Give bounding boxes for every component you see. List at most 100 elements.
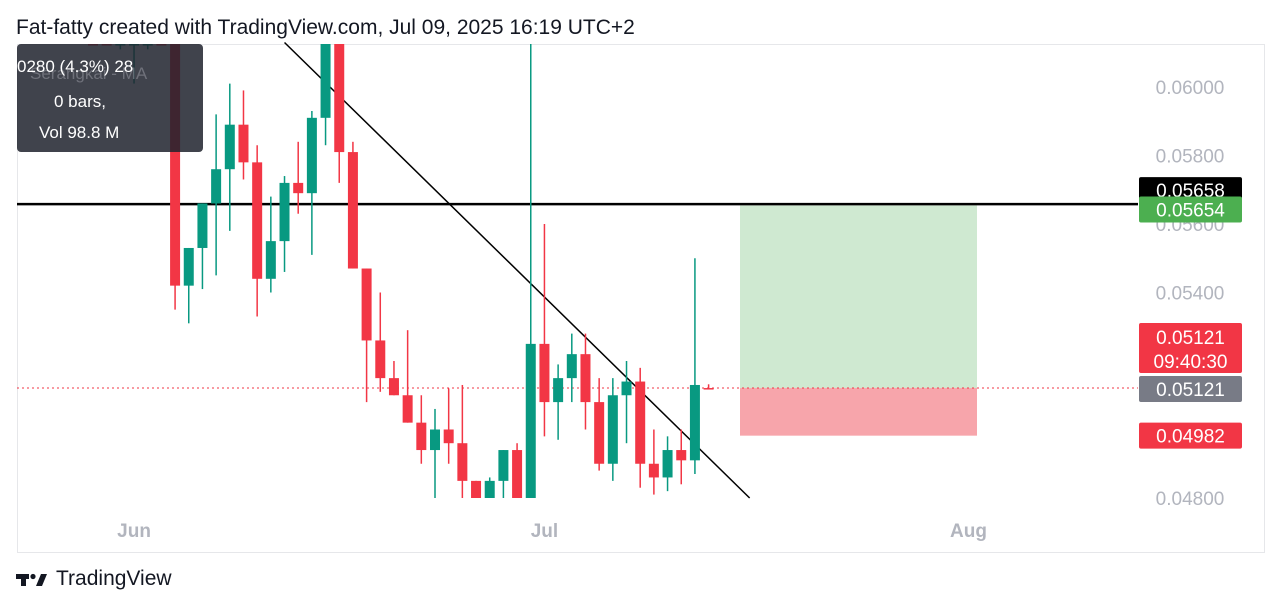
loss-zone bbox=[740, 388, 977, 436]
profit-zone bbox=[740, 205, 977, 389]
candle-body bbox=[443, 429, 454, 444]
candle-body bbox=[566, 354, 577, 379]
price-labels: 0.056580.056540.0512109:40:300.051210.04… bbox=[1139, 177, 1242, 449]
candle-body bbox=[457, 443, 468, 481]
candle bbox=[689, 258, 700, 475]
candle-body bbox=[635, 381, 646, 464]
price-label: 0.05121 bbox=[1139, 376, 1242, 403]
candle-body bbox=[512, 450, 523, 498]
candles bbox=[88, 44, 714, 498]
price-label-value: 0.05121 bbox=[1156, 328, 1225, 349]
candle-body bbox=[471, 480, 482, 498]
price-label: 0.05654 bbox=[1139, 196, 1242, 223]
candle-body bbox=[320, 44, 331, 118]
x-tick-label: Jun bbox=[117, 521, 151, 542]
tooltip-line-1: 0280 (4.3%) 28 bbox=[17, 57, 133, 76]
candle-body bbox=[553, 378, 564, 403]
candle bbox=[238, 90, 249, 180]
candle bbox=[621, 361, 632, 444]
candle-body bbox=[498, 450, 509, 481]
tradingview-logo-icon bbox=[16, 573, 47, 586]
price-label: 0.05121 09:40:30 bbox=[1139, 323, 1242, 373]
candle-body bbox=[662, 450, 673, 478]
candle bbox=[320, 44, 331, 146]
price-label-value: 0.05121 bbox=[1156, 380, 1225, 401]
candle-body bbox=[580, 354, 591, 403]
candle bbox=[334, 44, 345, 183]
position-zones bbox=[740, 205, 977, 436]
tooltip-box bbox=[17, 44, 203, 152]
candle bbox=[388, 361, 399, 396]
candle-body bbox=[375, 340, 386, 379]
candle-body bbox=[252, 162, 263, 279]
candle-body bbox=[238, 124, 249, 163]
candle-body bbox=[594, 402, 605, 464]
footer-brand: TradingView bbox=[56, 567, 172, 590]
candle bbox=[457, 384, 468, 498]
price-label-box bbox=[1139, 323, 1242, 373]
price-label-value: 0.05654 bbox=[1156, 201, 1225, 222]
candle bbox=[211, 114, 222, 276]
chart-header: Fat-fatty created with TradingView.com, … bbox=[16, 16, 635, 39]
candle-body bbox=[361, 268, 372, 341]
chart-frame bbox=[17, 44, 1265, 553]
tooltip-ghost-text: Serangkai - MA bbox=[30, 64, 148, 83]
candle-body bbox=[607, 395, 618, 464]
candle-body bbox=[279, 182, 290, 242]
candle-body bbox=[334, 44, 345, 153]
candle-body bbox=[224, 124, 235, 170]
candle bbox=[512, 443, 523, 498]
candle bbox=[224, 83, 235, 231]
x-tick-label: Jul bbox=[531, 521, 558, 542]
candle-body bbox=[197, 203, 208, 248]
candle-body bbox=[402, 395, 413, 423]
candle bbox=[306, 110, 317, 255]
candle-body bbox=[388, 378, 399, 396]
y-tick-label: 0.05400 bbox=[1156, 284, 1225, 305]
candle-body bbox=[183, 247, 194, 286]
candle bbox=[594, 378, 605, 471]
candle-body bbox=[703, 388, 714, 390]
price-label-box bbox=[1139, 196, 1242, 223]
candle-body bbox=[525, 343, 536, 498]
candle bbox=[430, 408, 440, 498]
candle bbox=[183, 247, 194, 324]
candle bbox=[443, 388, 454, 464]
candle bbox=[252, 145, 263, 317]
candle bbox=[635, 367, 646, 488]
candle-body bbox=[621, 381, 632, 396]
price-label-countdown: 09:40:30 bbox=[1154, 352, 1228, 373]
candle bbox=[553, 364, 564, 440]
candle bbox=[361, 268, 372, 403]
candle bbox=[566, 333, 577, 403]
candle bbox=[375, 292, 386, 392]
y-tick-label: 0.05800 bbox=[1156, 147, 1225, 168]
x-tick-label: Aug bbox=[950, 521, 987, 542]
candle-body bbox=[430, 429, 440, 451]
tooltip-line-3: Vol 98.8 M bbox=[39, 123, 119, 142]
candle-body bbox=[347, 152, 358, 269]
candle-body bbox=[306, 117, 317, 194]
candle-body bbox=[648, 463, 659, 478]
candle bbox=[265, 196, 276, 293]
candle bbox=[402, 330, 413, 423]
candle bbox=[525, 44, 536, 498]
candle bbox=[293, 141, 304, 214]
candle-body bbox=[416, 422, 427, 451]
candle-body bbox=[484, 480, 495, 498]
footer: TradingView bbox=[16, 567, 172, 591]
candle bbox=[416, 395, 427, 464]
candle bbox=[498, 450, 509, 498]
price-label-box bbox=[1139, 422, 1242, 449]
candle bbox=[471, 480, 482, 498]
candle bbox=[484, 477, 495, 498]
candle bbox=[676, 429, 687, 485]
y-tick-label: 0.06000 bbox=[1156, 78, 1225, 99]
candle-body bbox=[265, 241, 276, 279]
legend-tooltip: Serangkai - MA 0280 (4.3%) 28 0 bars, Vo… bbox=[17, 44, 203, 152]
trendline bbox=[283, 41, 751, 499]
candle-body bbox=[689, 384, 700, 461]
candle bbox=[279, 176, 290, 272]
candle bbox=[347, 141, 358, 269]
